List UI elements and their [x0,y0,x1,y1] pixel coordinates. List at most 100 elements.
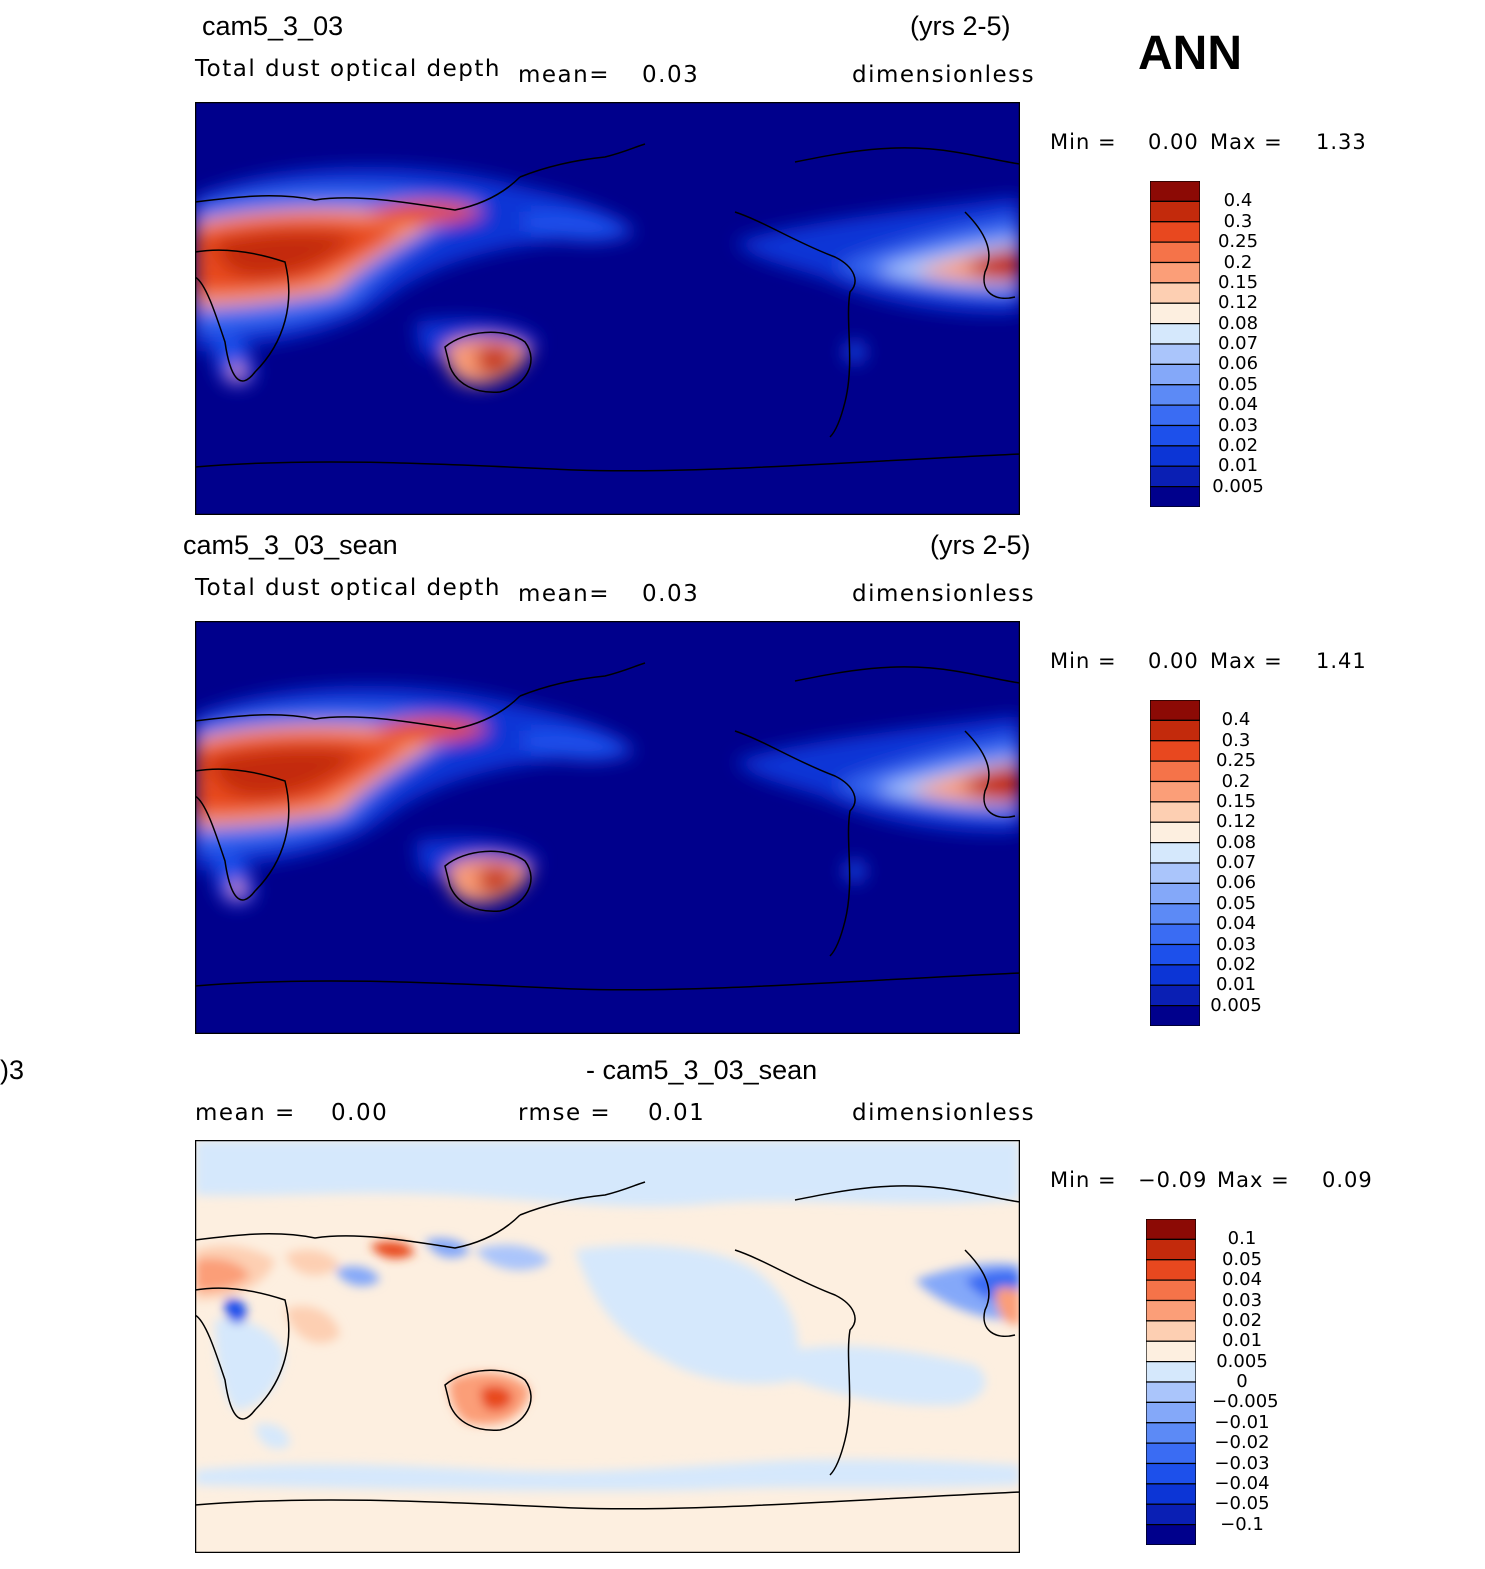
colorbar-swatch [1150,801,1200,823]
colorbar-label: 0.01 [1221,1330,1263,1352]
colorbar-label: 0.01 [1215,974,1257,996]
dust-field [195,686,1020,905]
panel2-mean-label: mean= [518,581,610,607]
colorbar-swatch [1150,903,1200,925]
panel1-colorbar [1150,181,1200,507]
colorbar-label: −0.005 [1212,1391,1279,1413]
colorbar-swatch [1150,221,1200,243]
panel3-rmse-value: 0.01 [648,1100,706,1126]
panel2-case-name: cam5_3_03_sean [183,530,398,560]
panel1-max-label: Max = [1210,130,1283,154]
colorbar-swatch [1146,1259,1196,1281]
panel2-years: (yrs 2-5) [930,530,1031,560]
colorbar-label: 0.04 [1215,913,1257,935]
colorbar-swatch [1146,1238,1196,1261]
colorbar-label: 0.01 [1217,455,1259,477]
colorbar-label: 0.05 [1221,1248,1263,1270]
colorbar-swatch [1146,1503,1196,1526]
colorbar-label: 0.06 [1215,872,1257,894]
colorbar-label: 0.15 [1217,271,1259,293]
colorbar-swatch [1146,1483,1196,1505]
colorbar-swatch [1150,200,1200,223]
panel1-max-value: 1.33 [1316,130,1367,154]
colorbar-swatch [1150,882,1200,905]
colorbar-swatch [1150,323,1200,345]
colorbar-label: 0.25 [1217,231,1259,253]
panel2-colorbar [1150,700,1200,1026]
colorbar-swatch [1146,1279,1196,1302]
colorbar-swatch [1150,964,1200,986]
panel1-min-label: Min = [1050,130,1117,154]
colorbar-swatch [1150,261,1200,284]
colorbar-swatch [1146,1219,1196,1240]
panel3-max-label: Max = [1217,1168,1290,1192]
colorbar-label: 0.05 [1217,373,1259,395]
colorbar-swatch [1146,1442,1196,1465]
colorbar-swatch [1146,1462,1196,1485]
colorbar-label: 0.05 [1215,892,1257,914]
colorbar-label: 0.15 [1215,790,1257,812]
panel1-years: (yrs 2-5) [910,11,1011,41]
colorbar-swatch [1150,465,1200,488]
panel2-variable: Total dust optical depth [195,575,501,601]
panel3-mean-value: 0.00 [331,1100,389,1126]
colorbar-label: 0.02 [1215,953,1257,975]
colorbar-swatch [1150,282,1200,304]
colorbar-label: 0.005 [1216,1350,1268,1372]
colorbar-swatch [1146,1422,1196,1444]
colorbar-swatch [1150,241,1200,264]
season-label: ANN [1138,27,1242,80]
colorbar-label: −0.01 [1214,1411,1270,1433]
colorbar-label: 0.25 [1215,750,1257,772]
colorbar-label: 0.02 [1221,1309,1263,1331]
colorbar-label: 0.07 [1217,333,1259,354]
panel3-case-name: - cam5_3_03_sean [586,1055,818,1085]
colorbar-swatch [1150,862,1200,884]
colorbar-label: 0.3 [1221,729,1251,751]
colorbar-label: 0.06 [1217,353,1259,375]
colorbar-label: −0.1 [1220,1513,1264,1535]
panel2-min-value: 0.00 [1148,649,1199,673]
map-frame [195,102,1020,515]
colorbar-swatch [1146,1524,1196,1545]
colorbar-swatch [1146,1381,1196,1403]
colorbar-swatch [1150,719,1200,742]
colorbar-swatch [1146,1401,1196,1424]
colorbar-label: 0.07 [1215,852,1257,873]
colorbar-swatch [1146,1320,1196,1342]
panel1-variable: Total dust optical depth [195,56,501,82]
colorbar-label: 0.12 [1217,292,1259,314]
colorbar-swatch [1146,1361,1196,1383]
panel3-units: dimensionless [852,1100,1036,1126]
colorbar-label: 0.4 [1221,709,1251,731]
panel2-units: dimensionless [852,581,1036,607]
map-frame [195,1140,1020,1553]
colorbar-label: 0.3 [1223,210,1253,232]
panel2-max-value: 1.41 [1316,649,1367,673]
colorbar-swatch [1150,923,1200,946]
colorbar-label: 0.1 [1227,1228,1257,1250]
colorbar-swatch [1150,486,1200,507]
colorbar-label: 0.08 [1215,831,1257,853]
panel3-map [195,1140,1020,1553]
colorbar-label: 0.02 [1217,434,1259,456]
colorbar-swatch [1146,1340,1196,1363]
colorbar-swatch [1150,363,1200,386]
colorbar-label: 0.03 [1215,933,1257,955]
panel1-min-value: 0.00 [1148,130,1199,154]
colorbar-swatch [1150,842,1200,864]
colorbar-swatch [1150,740,1200,762]
colorbar-label: 0 [1236,1371,1248,1392]
panel3-max-value: 0.09 [1322,1168,1373,1192]
panel2-mean-value: 0.03 [642,581,700,607]
panel3-colorbar [1146,1219,1196,1545]
colorbar-swatch [1150,343,1200,365]
colorbar-swatch [1150,821,1200,844]
map-frame [195,621,1020,1034]
colorbar-label: 0.08 [1217,312,1259,334]
panel1-mean-value: 0.03 [642,62,700,88]
panel2-min-label: Min = [1050,649,1117,673]
colorbar-label: 0.2 [1221,770,1251,792]
coastlines [195,143,1020,472]
colorbar-swatch [1150,181,1200,202]
